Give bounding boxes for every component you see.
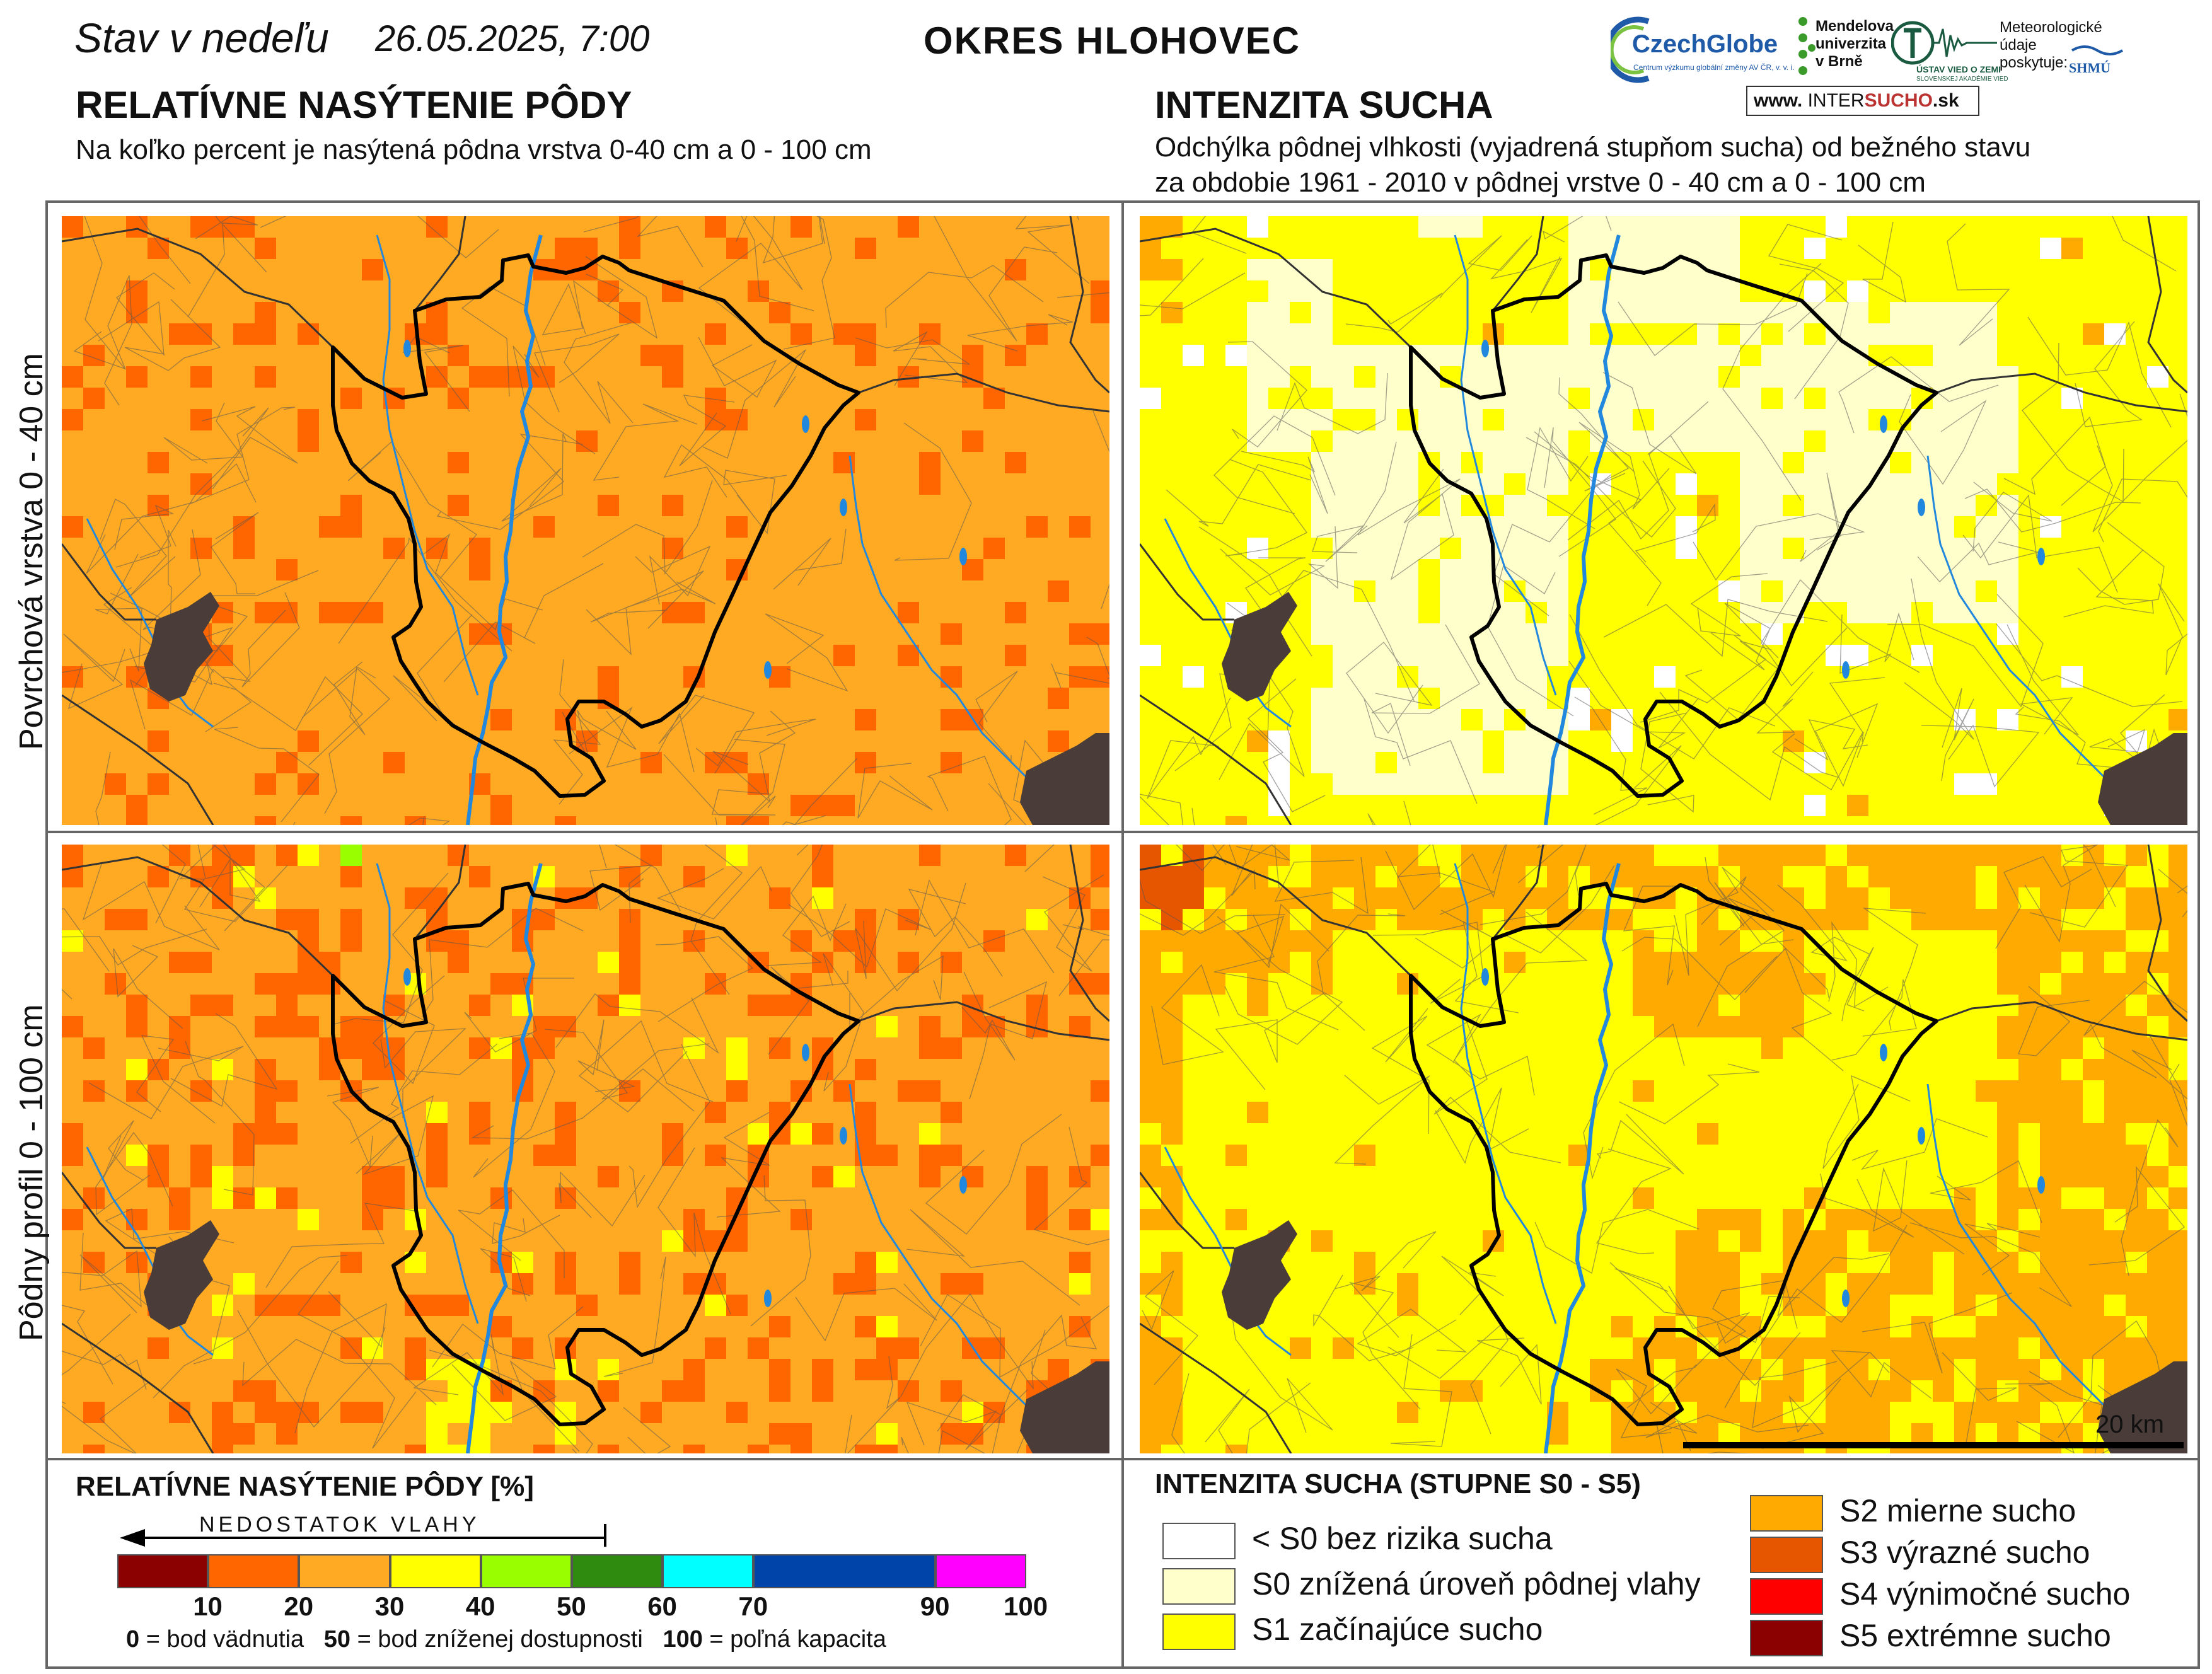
note-50-text: = bod zníženej dostupnosti bbox=[350, 1626, 643, 1653]
saturation-tick: 60 bbox=[647, 1591, 677, 1621]
uvz-subtext: SLOVENSKEJ AKADÉMIE VIED bbox=[1916, 76, 2008, 83]
saturation-tick: 40 bbox=[465, 1591, 495, 1621]
district-title: OKRES HLOHOVEC bbox=[924, 20, 1301, 62]
saturation-swatch-40-50 bbox=[480, 1554, 572, 1588]
scale-bar bbox=[1683, 1442, 2184, 1448]
row-label-topsoil: Povrchová vrstva 0 - 40 cm bbox=[13, 353, 50, 750]
drought-swatch bbox=[1750, 1578, 1823, 1615]
note-50-value: 50 bbox=[323, 1626, 351, 1653]
intersucho-sucho: SUCHO bbox=[1864, 90, 1933, 111]
saturation-tick: 70 bbox=[738, 1591, 768, 1621]
intersucho-inter: INTER bbox=[1807, 90, 1865, 111]
meteo-line3: poskytuje: bbox=[2000, 54, 2068, 71]
scale-bar-label: 20 km bbox=[2095, 1411, 2164, 1438]
saturation-tick: 10 bbox=[193, 1591, 223, 1621]
drought-label: S5 extrémne sucho bbox=[1839, 1618, 2111, 1653]
saturation-tick: 20 bbox=[284, 1591, 314, 1621]
mendelu-line1: Mendelova bbox=[1815, 18, 1894, 35]
meteo-line1: Meteorologické bbox=[2000, 19, 2102, 36]
intersucho-sk: .sk bbox=[1932, 90, 1959, 111]
map-saturation-profile bbox=[62, 845, 1109, 1453]
deficit-arrow-line bbox=[124, 1537, 605, 1539]
mendelu-line3: v Brně bbox=[1815, 53, 1863, 70]
panel-divider-vertical bbox=[1121, 200, 1124, 1669]
drought-label: S3 výrazné sucho bbox=[1839, 1535, 2090, 1570]
czechglobe-logo: CzechGlobe Centrum výzkumu globální změn… bbox=[1604, 15, 1795, 84]
mendelu-logo: Mendelova univerzita v Brně bbox=[1794, 15, 1894, 91]
czechglobe-subtext: Centrum výzkumu globální změny AV ČR, v.… bbox=[1633, 63, 1795, 72]
drought-swatch bbox=[1750, 1620, 1823, 1656]
saturation-notes: 0 = bod vädnutia 50 = bod zníženej dostu… bbox=[126, 1626, 886, 1653]
drought-label: < S0 bez rizika sucha bbox=[1252, 1521, 1553, 1556]
saturation-tick: 100 bbox=[1004, 1591, 1048, 1621]
saturation-title: RELATÍVNE NASÝTENIE PÔDY bbox=[76, 84, 632, 126]
map-saturation-topsoil bbox=[62, 216, 1109, 825]
deficit-arrow-stop bbox=[604, 1524, 606, 1547]
drought-label: S4 výnimočné sucho bbox=[1839, 1576, 2131, 1612]
map-drought-profile bbox=[1140, 845, 2187, 1453]
saturation-swatch-60-70 bbox=[663, 1554, 754, 1588]
saturation-legend-title: RELATÍVNE NASÝTENIE PÔDY [%] bbox=[76, 1471, 534, 1502]
uvz-text: ÚSTAV VIED O ZEMI bbox=[1916, 64, 2001, 74]
intersucho-logo: www. INTERSUCHO.sk bbox=[1746, 86, 1979, 116]
shmu-text: SHMÚ bbox=[2069, 60, 2111, 76]
drought-title: INTENZITA SUCHA bbox=[1155, 84, 1493, 126]
status-prefix: Stav v nedeľu bbox=[74, 14, 329, 61]
saturation-swatch-50-60 bbox=[572, 1554, 663, 1588]
mendelu-line2: univerzita bbox=[1815, 35, 1887, 52]
saturation-tick: 90 bbox=[920, 1591, 950, 1621]
deficit-arrow-head bbox=[120, 1525, 145, 1554]
panel-divider-legend bbox=[45, 1458, 2200, 1460]
drought-swatch bbox=[1750, 1537, 1823, 1573]
saturation-swatch-20-30 bbox=[299, 1554, 390, 1588]
drought-label: S1 začínajúce sucho bbox=[1252, 1612, 1543, 1647]
shmu-logo: SHMÚ bbox=[2069, 42, 2126, 76]
drought-swatch bbox=[1162, 1523, 1236, 1559]
saturation-subtitle: Na koľko percent je nasýtená pôdna vrstv… bbox=[76, 134, 872, 165]
saturation-swatch-30-40 bbox=[390, 1554, 481, 1588]
deficit-arrow-label: NEDOSTATOK VLAHY bbox=[199, 1513, 480, 1537]
drought-label: S0 znížená úroveň pôdnej vlahy bbox=[1252, 1566, 1701, 1602]
saturation-swatch-0-10 bbox=[117, 1554, 209, 1588]
intersucho-www: www. bbox=[1754, 90, 1803, 111]
saturation-swatch-10-20 bbox=[208, 1554, 299, 1588]
drought-swatch bbox=[1750, 1495, 1823, 1532]
note-100-value: 100 bbox=[663, 1626, 703, 1653]
row-label-profile: Pôdny profil 0 - 100 cm bbox=[13, 1004, 50, 1341]
saturation-tick: 30 bbox=[374, 1591, 405, 1621]
panel-divider-middle bbox=[45, 831, 2200, 833]
drought-legend-title: INTENZITA SUCHA (STUPNE S0 - S5) bbox=[1155, 1469, 1641, 1499]
note-0-text: = bod vädnutia bbox=[139, 1626, 304, 1653]
status-datetime: 26.05.2025, 7:00 bbox=[375, 18, 650, 59]
drought-subtitle-line2: za obdobie 1961 - 2010 v pôdnej vrstve 0… bbox=[1155, 167, 1926, 198]
note-100-text: = poľná kapacita bbox=[702, 1626, 886, 1653]
drought-subtitle-line1: Odchýlka pôdnej vlhkosti (vyjadrená stup… bbox=[1155, 132, 2031, 163]
drought-label: S2 mierne sucho bbox=[1839, 1493, 2076, 1528]
saturation-tick: 50 bbox=[557, 1591, 586, 1621]
drought-swatch bbox=[1162, 1613, 1236, 1650]
saturation-swatch-70-90 bbox=[753, 1554, 935, 1588]
drought-swatch bbox=[1162, 1568, 1236, 1605]
uvz-logo: ÚSTAV VIED O ZEMI SLOVENSKEJ AKADÉMIE VI… bbox=[1891, 18, 2008, 87]
meteo-credit: Meteorologické údaje poskytuje: bbox=[2000, 19, 2102, 72]
czechglobe-text: CzechGlobe bbox=[1632, 30, 1778, 58]
map-drought-topsoil bbox=[1140, 216, 2187, 825]
saturation-swatch-90-100 bbox=[935, 1554, 1026, 1588]
meteo-line2: údaje bbox=[2000, 37, 2037, 54]
note-0-value: 0 bbox=[126, 1626, 140, 1653]
